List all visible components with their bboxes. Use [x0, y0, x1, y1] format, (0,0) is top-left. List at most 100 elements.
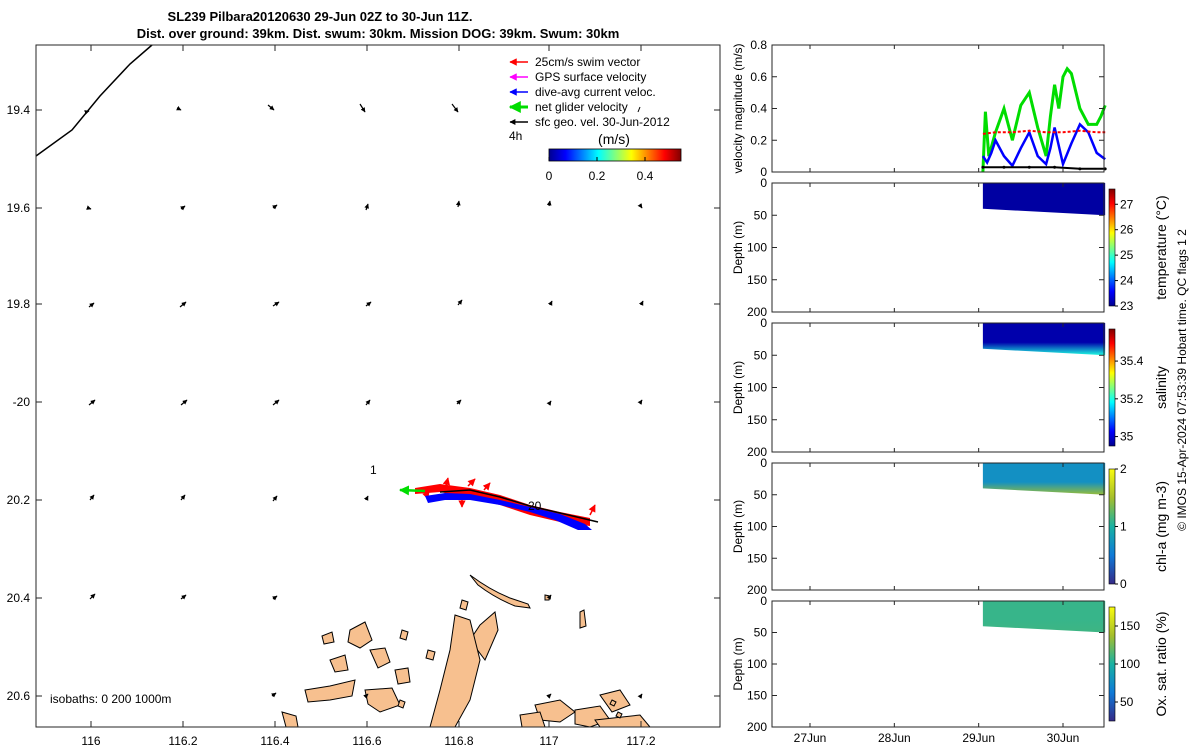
- map-colorbar-tick: 0.4: [637, 169, 654, 183]
- depth-ytick: 200: [747, 305, 767, 319]
- net-glider-velocity-arrow: [399, 485, 426, 496]
- colorbar-tick: 35.4: [1120, 354, 1144, 368]
- depth-ytick: 150: [747, 689, 767, 703]
- colorbar-tick: 27: [1120, 197, 1134, 211]
- legend-gps-velocity: GPS surface velocity: [535, 70, 646, 84]
- velocity-series-0: [981, 66, 1107, 173]
- glider-path-line: [439, 489, 599, 523]
- panel-axes-box: [771, 182, 1105, 313]
- figure-title-line2: Dist. over ground: 39km. Dist. swum: 30k…: [137, 26, 620, 41]
- copyright-text: © IMOS 15-Apr-2024 07:53:39 Hobart time.…: [1175, 229, 1189, 531]
- depth-ytick: 150: [747, 413, 767, 427]
- depth-ytick: 0: [760, 176, 767, 190]
- panel-ylabel: velocity magnitude (m/s): [731, 43, 745, 173]
- legend-swim-vector: 25cm/s swim vector: [535, 55, 640, 69]
- map-panel: 20 1 25cm/s swim vector GPS surface velo…: [7, 44, 721, 748]
- timeseries-panels: 0 0.2 0.4 0.6 0.8 velocity magnitude (m/s) 0 50…: [731, 38, 1169, 745]
- depth-ytick: 100: [747, 520, 767, 534]
- colorbar-tick: 25: [1120, 248, 1134, 262]
- profile-data-band: [982, 183, 1106, 216]
- colorbar-tick: 35: [1120, 430, 1134, 444]
- panel-1: 0 50 100 150 200 23 24 25 26 27 temperature (°C) De…: [731, 176, 1169, 319]
- map-legend: 25cm/s swim vector GPS surface velocity …: [508, 55, 670, 143]
- panel-colorbar: [1108, 328, 1116, 447]
- time-xtick-label: 29Jun: [962, 731, 995, 745]
- panel-axes-box: [771, 322, 1105, 453]
- velocity-point: [1078, 167, 1082, 171]
- depth-ytick: 50: [754, 626, 768, 640]
- depth-ytick: 150: [747, 273, 767, 287]
- colorbar-tick: 26: [1120, 223, 1134, 237]
- depth-ytick: 150: [747, 551, 767, 565]
- legend-dive-avg-current: dive-avg current veloc.: [535, 85, 656, 99]
- time-xtick-label: 27Jun: [794, 731, 827, 745]
- map-xtick-label: 117: [539, 734, 558, 748]
- map-colorbar-tick: 0: [546, 169, 553, 183]
- colorbar-tick: 0: [1120, 577, 1127, 591]
- panel-colorbar: [1108, 468, 1116, 585]
- velocity-point: [1053, 165, 1057, 169]
- panel-colorbar: [1108, 188, 1116, 307]
- velocity-ytick: 0: [760, 165, 767, 179]
- map-xtick-label: 116.8: [444, 734, 473, 748]
- depth-ytick: 50: [754, 208, 768, 222]
- colorbar-tick: 2: [1120, 462, 1127, 476]
- panel-2: 0 50 100 150 200 35 35.2 35.4 salinity Depth (m): [731, 316, 1169, 459]
- depth-ytick: 100: [747, 241, 767, 255]
- colorbar-label: chl-a (mg m-3): [1153, 481, 1169, 572]
- panel-colorbar: [1108, 606, 1116, 722]
- map-colorbar-tick: 0.2: [589, 169, 606, 183]
- track-annotation-1: 1: [370, 463, 377, 477]
- profile-data-band: [982, 463, 1106, 495]
- depth-ytick: 0: [760, 594, 767, 608]
- panel-axes-box: [771, 44, 1105, 173]
- glider-track: 20 1: [370, 463, 599, 530]
- track-annotation-20: 20: [528, 499, 542, 513]
- depth-ytick: 200: [747, 583, 767, 597]
- colorbar-tick: 35.2: [1120, 392, 1144, 406]
- velocity-series-1: [981, 122, 1106, 169]
- profile-data-band: [982, 323, 1106, 356]
- map-ytick-label: 20.4: [7, 591, 31, 605]
- map-y-axis: 19.4 19.6 19.8 -20 20.2 20.4 20.6: [7, 103, 720, 703]
- sfc-geostrophic-arrows: [84, 103, 644, 699]
- panel-4: 0 50 100 150 200 50 100 150 Ox. sat. ratio (%) De…: [731, 594, 1169, 734]
- profile-data-band: [982, 601, 1106, 633]
- velocity-series-3: [982, 166, 1106, 170]
- panel-ylabel: Depth (m): [731, 221, 745, 274]
- panel-3: 0 50 100 150 200 0 1 2 chl-a (mg m-3) Depth (m): [731, 456, 1169, 597]
- dive-avg-current-band: [425, 493, 592, 530]
- velocity-point: [1027, 165, 1031, 169]
- colorbar-label: Ox. sat. ratio (%): [1153, 611, 1169, 716]
- velocity-ytick: 0.8: [750, 38, 767, 52]
- colorbar-tick: 23: [1120, 299, 1134, 313]
- velocity-ytick: 0.2: [750, 133, 767, 147]
- colorbar-tick: 24: [1120, 274, 1134, 288]
- panel-ylabel: Depth (m): [731, 361, 745, 414]
- map-ytick-label: 20.2: [7, 493, 31, 507]
- legend-4h-label: 4h: [509, 129, 522, 143]
- map-xtick-label: 116.2: [168, 734, 197, 748]
- isobaths-label: isobaths: 0 200 1000m: [50, 692, 171, 706]
- map-xtick-label: 117.2: [626, 734, 655, 748]
- depth-ytick: 200: [747, 720, 767, 734]
- velocity-point: [981, 165, 985, 169]
- depth-ytick: 50: [754, 488, 768, 502]
- map-xtick-label: 116: [81, 734, 100, 748]
- velocity-ytick: 0.6: [750, 70, 767, 84]
- panel-axes-box: [771, 600, 1105, 728]
- colorbar-label: temperature (°C): [1153, 195, 1169, 299]
- depth-ytick: 100: [747, 381, 767, 395]
- colorbar-tick: 50: [1120, 695, 1134, 709]
- depth-ytick: 0: [760, 316, 767, 330]
- map-xtick-label: 116.6: [352, 734, 381, 748]
- map-ytick-label: -20: [13, 395, 31, 409]
- panel-ylabel: Depth (m): [731, 500, 745, 553]
- panel-ylabel: Depth (m): [731, 637, 745, 690]
- panel-axes-box: [771, 462, 1105, 591]
- colorbar-tick: 100: [1120, 657, 1140, 671]
- depth-ytick: 50: [754, 348, 768, 362]
- colorbar-label: salinity: [1153, 366, 1169, 409]
- map-axes-box: [35, 44, 721, 728]
- time-xtick-label: 28Jun: [878, 731, 911, 745]
